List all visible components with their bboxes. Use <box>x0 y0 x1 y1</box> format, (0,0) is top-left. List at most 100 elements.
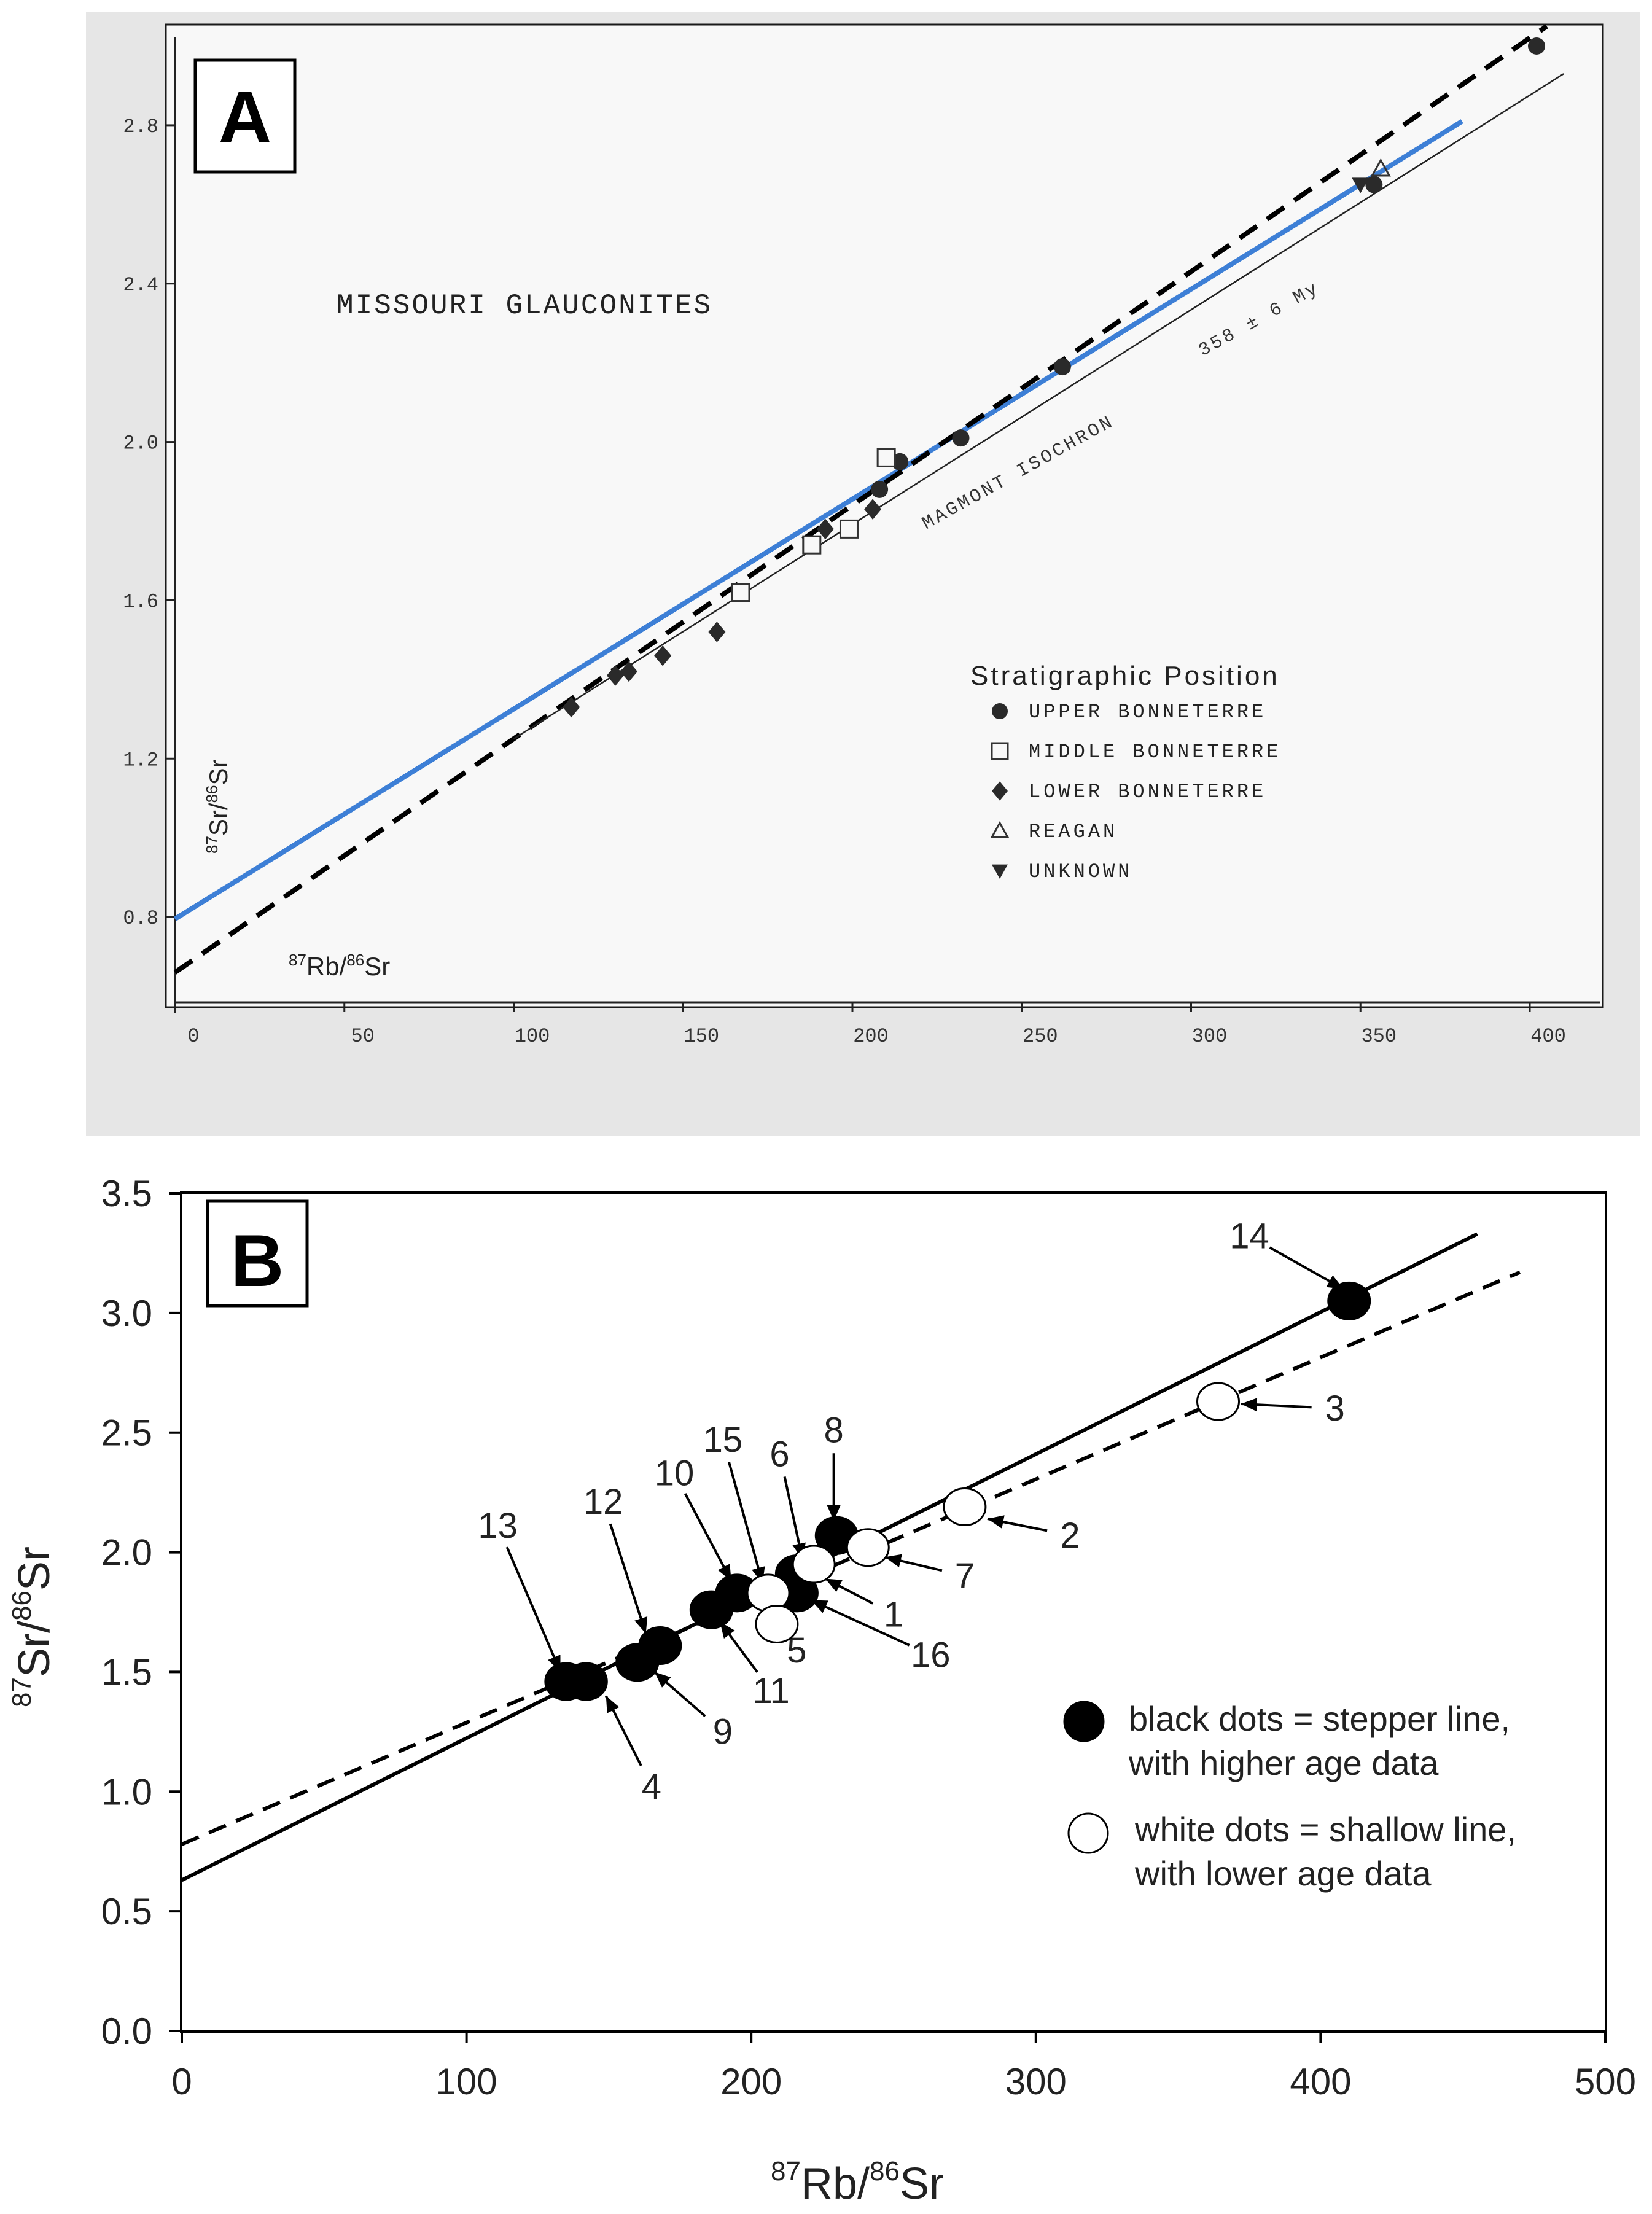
panel-a-point-lower-bonneterre <box>620 661 638 682</box>
panel-b-legend: black dots = stepper line, with higher a… <box>1063 1699 1516 1893</box>
panel-b-point-11 <box>689 1590 733 1629</box>
panel-b-annotation-1: 1 <box>884 1594 903 1634</box>
panel-b-arrowhead-9 <box>654 1672 671 1688</box>
panel-b-annotation-10: 10 <box>655 1453 695 1493</box>
panel-a-point-middle-bonneterre <box>876 448 896 467</box>
panel-b-data-points <box>544 1281 1371 1701</box>
panel-a-axes: 0 50 100 150 200 250 300 350 400 0.8 1.2 1.6 2.0 2.4 2… <box>123 37 1600 1048</box>
panel-a-line-dashed-fit <box>173 24 1548 975</box>
panel-a-x-tick-label: 250 <box>1023 1025 1058 1048</box>
panel-b-annotation-2: 2 <box>1060 1516 1080 1556</box>
panel-b-axes: 0 100 200 300 400 500 0.0 0.5 1.0 1.5 2.0 2.5 3.0 3.5 <box>101 1173 1636 2102</box>
panel-a-y-tick-label: 1.6 <box>123 590 158 613</box>
panel-a: A 0 50 100 150 200 250 300 350 400 0.8 1.2 1.6 2.0 2.… <box>86 12 1640 1136</box>
panel-b-arrowhead-8 <box>827 1505 841 1521</box>
panel-b-x-sup2: 86 <box>870 2156 900 2186</box>
panel-a-x-tick-label: 400 <box>1530 1025 1566 1048</box>
panel-a-x-base2: Sr <box>364 952 390 981</box>
panel-b-x-base2: Sr <box>900 2159 944 2208</box>
panel-b-annotation-7: 7 <box>955 1556 975 1596</box>
panel-a-y-base1: Sr/ <box>204 803 233 836</box>
panel-b-y-sup2: 86 <box>7 1591 37 1621</box>
panel-a-point-reagan <box>1370 158 1391 177</box>
panel-a-legend-label-upper-bonneterre: UPPER BONNETERRE <box>1029 701 1266 723</box>
panel-a-x-tick-label: 50 <box>351 1025 375 1048</box>
panel-b-point-3 <box>1196 1382 1241 1421</box>
panel-a-y-tick-label: 2.4 <box>123 274 158 297</box>
panel-a-y-tick-label: 1.2 <box>123 749 158 771</box>
panel-a-line-magmont-isochron <box>513 73 1564 740</box>
panel-b-x-tick-label: 100 <box>436 2061 497 2102</box>
panel-b-letter-box <box>206 1199 309 1308</box>
panel-a-x-tick-label: 350 <box>1361 1025 1397 1048</box>
panel-a-legend-marker-unknown <box>992 864 1008 879</box>
panel-a-point-middle-bonneterre <box>802 535 822 555</box>
panel-b-point-14 <box>1327 1281 1371 1320</box>
panel-a-legend-marker-reagan <box>990 821 1010 838</box>
panel-b-arrow-16 <box>810 1599 910 1647</box>
panel-a-point-lower-bonneterre <box>563 696 580 718</box>
panel-b-x-tick-label: 300 <box>1005 2061 1067 2102</box>
panel-a-plot-frame <box>165 23 1604 1008</box>
panel-b-x-tick-label: 0 <box>171 2061 192 2102</box>
panel-a-x-axis-label: 87Rb/86Sr <box>289 951 390 981</box>
panel-b-x-tick-label: 400 <box>1290 2061 1351 2102</box>
panel-b-x-tick-label: 200 <box>720 2061 782 2102</box>
panel-b-arrow-13 <box>505 1546 562 1673</box>
panel-a-point-lower-bonneterre <box>708 622 726 642</box>
panel-a-x-sup1: 87 <box>289 951 306 969</box>
panel-b-point-9 <box>615 1643 660 1682</box>
panel-b-arrow-10 <box>684 1493 733 1582</box>
panel-a-x-sup2: 86 <box>346 951 364 969</box>
panel-a-x-tick-label: 0 <box>187 1025 199 1048</box>
panel-b-annotation-12: 12 <box>583 1482 623 1522</box>
panel-a-letter: A <box>219 76 272 158</box>
panel-a-x-tick-label: 300 <box>1192 1025 1228 1048</box>
panel-a-legend: Stratigraphic Position UPPER BONNETERRE M… <box>970 661 1281 883</box>
panel-a-legend-label-unknown: UNKNOWN <box>1029 860 1132 883</box>
panel-b-y-tick-label: 0.5 <box>101 1891 152 1932</box>
panel-a-x-tick-label: 100 <box>515 1025 550 1048</box>
panel-b-arrowhead-3 <box>1241 1398 1258 1412</box>
panel-a-y-tick-label: 0.8 <box>123 907 158 930</box>
panel-a-legend-label-reagan: REAGAN <box>1029 821 1118 843</box>
panel-b-legend-black-dot <box>1063 1701 1105 1742</box>
panel-a-point-lower-bonneterre <box>864 499 882 520</box>
panel-a-y-tick-label: 2.0 <box>123 432 158 455</box>
panel-b-annotation-4: 4 <box>642 1767 661 1807</box>
panel-b-plot-frame <box>180 1191 1607 2033</box>
panel-b-legend-black-line1: black dots = stepper line, <box>1129 1699 1510 1738</box>
panel-b-y-tick-label: 1.0 <box>101 1771 152 1812</box>
panel-a-legend-marker-upper-bonneterre <box>992 703 1008 719</box>
panel-b-y-tick-label: 0.0 <box>101 2011 152 2052</box>
panel-a-legend-label-lower-bonneterre: LOWER BONNETERRE <box>1029 781 1266 803</box>
panel-a-legend-label-middle-bonneterre: MIDDLE BONNETERRE <box>1029 741 1281 763</box>
panel-b-y-tick-label: 3.0 <box>101 1293 152 1334</box>
panel-b-y-tick-label: 2.0 <box>101 1532 152 1573</box>
panel-a-legend-title: Stratigraphic Position <box>970 661 1280 691</box>
panel-b-letter: B <box>231 1220 284 1302</box>
panel-a-point-upper-bonneterre <box>1528 37 1546 55</box>
panel-a-point-unknown <box>1352 177 1370 193</box>
panel-b-y-base2: Sr <box>10 1546 59 1591</box>
panel-a-point-upper-bonneterre <box>1365 176 1383 193</box>
panel-b-y-axis-label: 87Sr/86Sr <box>7 1546 59 1707</box>
panel-b-arrowhead-11 <box>720 1621 735 1639</box>
panel-a-x-tick-label: 150 <box>684 1025 719 1048</box>
panel-b-x-axis-label: 87Rb/86Sr <box>771 2156 944 2208</box>
panel-b-arrowhead-7 <box>885 1554 902 1568</box>
panel-b-y-tick-label: 3.5 <box>101 1173 152 1214</box>
panel-b-y-base1: Sr/ <box>10 1621 59 1677</box>
panel-b-arrowhead-1 <box>825 1578 843 1592</box>
panel-b-arrowhead-2 <box>987 1515 1005 1529</box>
panel-b-legend-white-dot <box>1067 1812 1109 1854</box>
panel-a-legend-marker-lower-bonneterre <box>992 781 1008 801</box>
panel-a-legend-marker-middle-bonneterre <box>991 742 1009 760</box>
panel-b-legend-white-line1: white dots = shallow line, <box>1134 1810 1516 1849</box>
panel-b-annotation-8: 8 <box>824 1410 844 1450</box>
panel-b-x-sup1: 87 <box>771 2156 801 2186</box>
panel-b-annotation-9: 9 <box>713 1712 733 1752</box>
panel-b-annotation-16: 16 <box>911 1635 951 1675</box>
panel-b-arrowhead-12 <box>634 1616 648 1634</box>
panel-b-x-tick-label: 500 <box>1575 2061 1636 2102</box>
